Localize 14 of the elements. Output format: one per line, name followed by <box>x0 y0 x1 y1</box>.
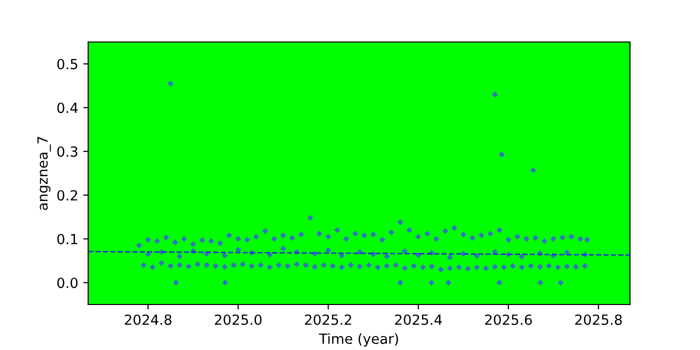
x-tick-label: 2025.4 <box>395 314 442 325</box>
x-axis-title: Time (year) <box>318 333 398 347</box>
y-tick-label: 0.2 <box>57 190 78 201</box>
x-tick-label: 2025.8 <box>575 314 622 325</box>
y-tick-label: 0.4 <box>57 102 78 114</box>
y-axis-title: angznea_7 <box>37 136 51 210</box>
y-tick-label: 0.0 <box>57 278 78 288</box>
x-tick-label: 2025.0 <box>214 314 262 325</box>
x-tick-label: 2025.2 <box>304 314 352 325</box>
x-tick-label: 2024.8 <box>124 314 172 325</box>
y-tick-label: 0.3 <box>57 146 78 157</box>
x-tick-label: 2025.6 <box>485 314 532 325</box>
y-tick-label: 0.5 <box>57 58 78 70</box>
y-tick-label: 0.1 <box>57 234 78 244</box>
